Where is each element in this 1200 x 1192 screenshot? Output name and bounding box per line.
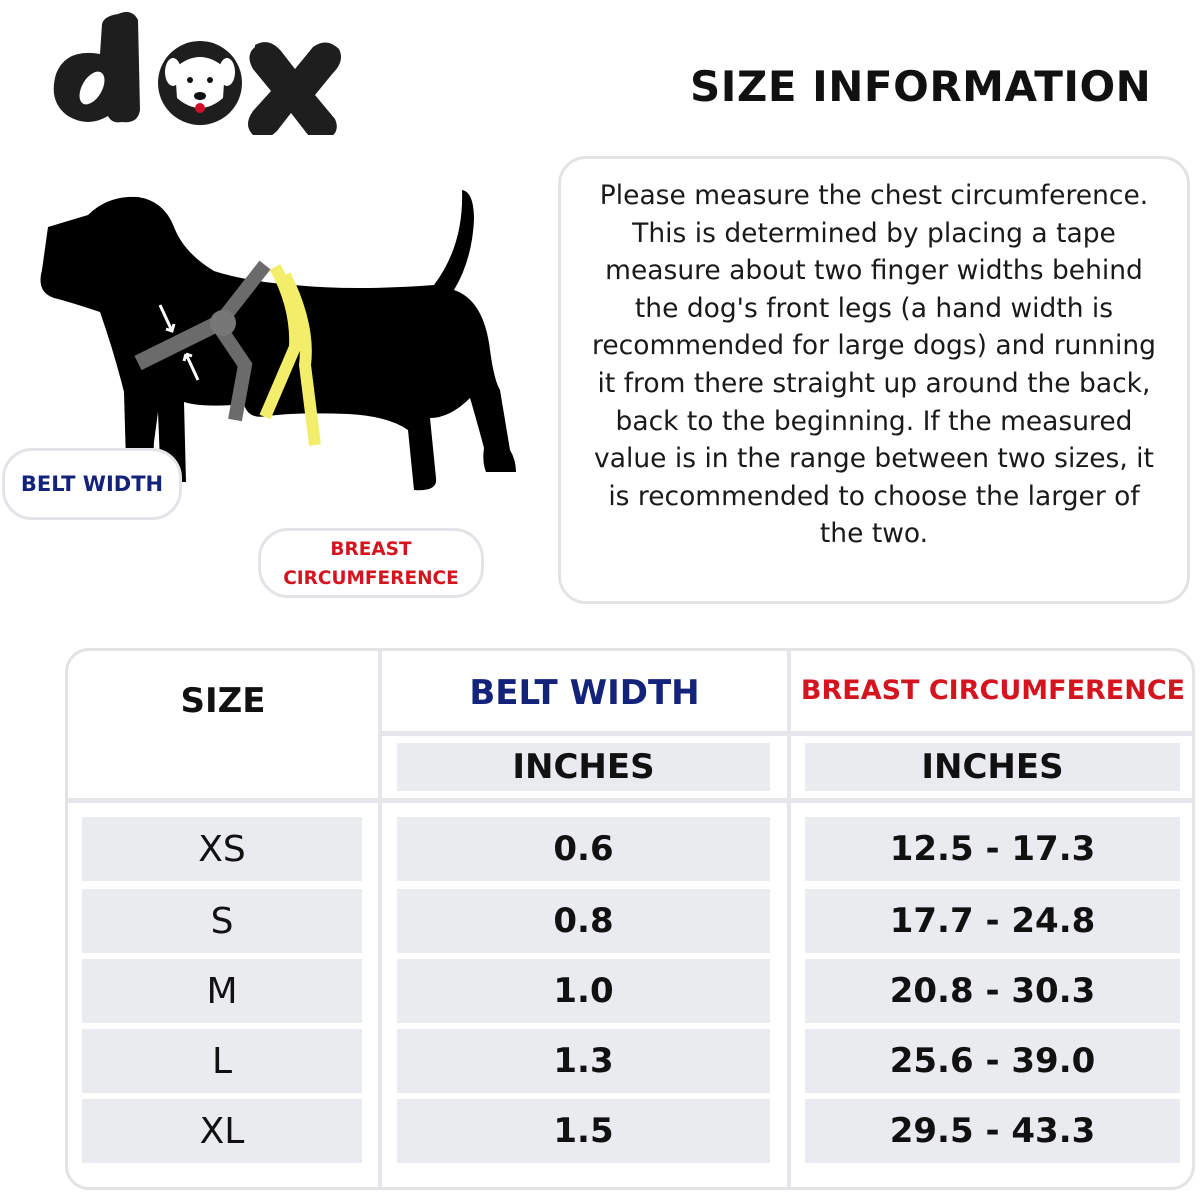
measurement-instructions-box: Please measure the chest circumference. … [558, 156, 1190, 604]
instructions-text: Please measure the chest circumference. … [592, 180, 1156, 550]
belt-cell: 1.5 [397, 1099, 770, 1163]
header-belt-width: BELT WIDTH [469, 673, 700, 713]
belt-width-label: BELT WIDTH [2, 448, 182, 520]
size-cell: M [82, 959, 362, 1023]
harness-strap [134, 312, 229, 371]
belt-cell: 0.8 [397, 889, 770, 953]
breast-label-line1: BREAST [330, 539, 412, 560]
header-belt-unit: INCHES [397, 743, 770, 791]
size-cell: XS [82, 817, 362, 881]
breast-cell: 25.6 - 39.0 [805, 1029, 1180, 1093]
header-breast-circumference: BREAST CIRCUMFERENCE [800, 675, 1186, 706]
page-title: SIZE INFORMATION [690, 62, 1152, 111]
belt-cell: 1.0 [397, 959, 770, 1023]
size-cell: S [82, 889, 362, 953]
breast-cell: 17.7 - 24.8 [805, 889, 1180, 953]
belt-cell: 1.3 [397, 1029, 770, 1093]
dog-silhouette [40, 190, 516, 491]
dox-logo [53, 12, 341, 135]
breast-label-line2: CIRCUMFERENCE [283, 568, 459, 589]
header-size: SIZE [180, 681, 266, 721]
size-cell: XL [82, 1099, 362, 1163]
tape-measure [259, 264, 321, 446]
header-breast-unit: INCHES [805, 743, 1180, 791]
arrow-out-icon [182, 352, 200, 381]
breast-circumference-label: BREAST CIRCUMFERENCE [258, 528, 484, 598]
size-cell: L [82, 1029, 362, 1093]
breast-cell: 20.8 - 30.3 [805, 959, 1180, 1023]
breast-cell: 12.5 - 17.3 [805, 817, 1180, 881]
arrow-in-icon [158, 304, 176, 333]
size-table: SIZE BELT WIDTH BREAST CIRCUMFERENCE INC… [65, 648, 1195, 1190]
dog-silhouette-diagram [40, 190, 516, 491]
breast-cell: 29.5 - 43.3 [805, 1099, 1180, 1163]
belt-cell: 0.6 [397, 817, 770, 881]
harness-strap-vertical [209, 260, 271, 422]
